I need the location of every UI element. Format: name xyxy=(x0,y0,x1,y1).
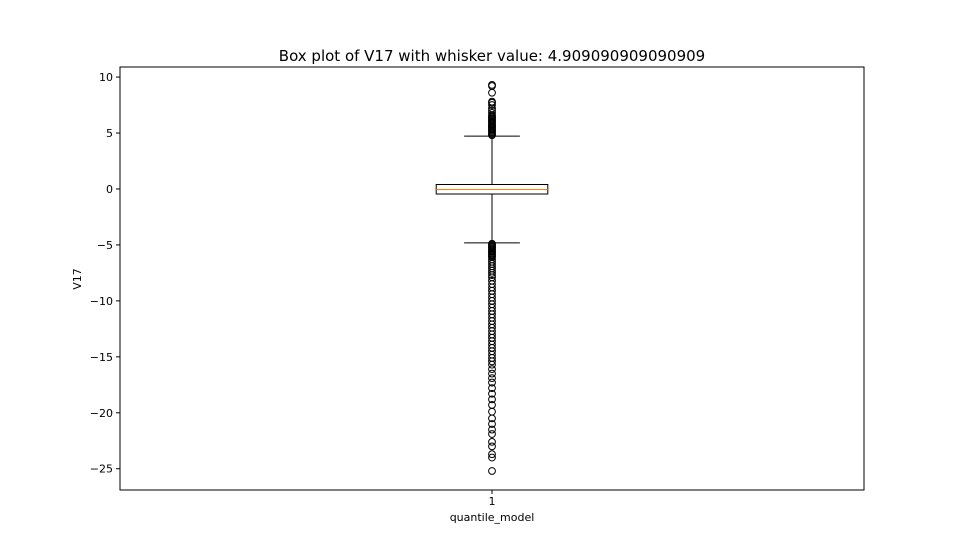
outlier-point xyxy=(488,467,496,475)
outlier-point xyxy=(488,384,496,393)
outlier-point xyxy=(488,271,496,280)
outlier-point xyxy=(488,378,496,387)
outlier-point xyxy=(488,389,496,398)
outlier-point xyxy=(488,108,496,117)
outlier-point xyxy=(488,395,496,404)
outlier-point xyxy=(488,453,496,462)
y-tick-label: −25 xyxy=(90,463,113,476)
outlier-point xyxy=(488,369,496,378)
outlier-point xyxy=(488,414,496,423)
y-tick-label: −20 xyxy=(90,407,113,420)
y-tick-label: 5 xyxy=(106,127,113,140)
outlier-point xyxy=(488,425,496,434)
outlier-point xyxy=(488,365,496,374)
plot-area: 10 5 0 −5 −10 −15 −20 −25 1 xyxy=(90,66,865,508)
outlier-point xyxy=(488,437,496,446)
outlier-point xyxy=(488,97,496,106)
outlier-point xyxy=(488,374,496,382)
axes-frame xyxy=(119,66,865,491)
outlier-point xyxy=(488,106,496,115)
outlier-point xyxy=(488,88,496,97)
y-axis-label: V17 xyxy=(71,268,84,290)
x-axis-label: quantile_model xyxy=(450,511,535,524)
y-tick-label: −15 xyxy=(90,351,113,364)
outlier-point xyxy=(488,357,496,366)
y-tick-label: −5 xyxy=(97,239,113,252)
x-tick-label: 1 xyxy=(489,495,496,508)
chart-title: Box plot of V17 with whisker value: 4.90… xyxy=(279,47,705,65)
outlier-point xyxy=(488,430,496,438)
outlier-point xyxy=(488,442,496,451)
outlier-point xyxy=(488,450,496,459)
outlier-point xyxy=(488,269,496,277)
y-tick-label: 10 xyxy=(99,71,113,84)
outlier-point xyxy=(488,81,496,89)
y-tick-label: −10 xyxy=(90,295,113,308)
outlier-point xyxy=(488,420,496,428)
outlier-point xyxy=(488,407,496,416)
outlier-point xyxy=(488,360,496,369)
outlier-point xyxy=(488,101,496,109)
y-tick-label: 0 xyxy=(106,183,113,196)
